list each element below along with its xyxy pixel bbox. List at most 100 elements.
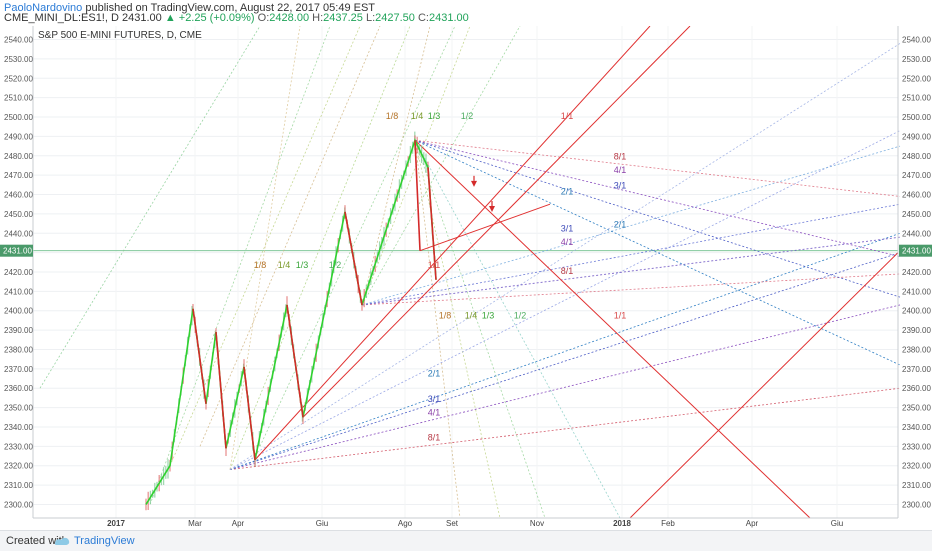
faint-fan-line bbox=[414, 140, 546, 519]
left-tick-label: 2530.00 bbox=[4, 55, 33, 64]
open-label: O: bbox=[257, 12, 270, 24]
last-price-label-left: 2431.00 bbox=[3, 247, 32, 256]
x-tick-label: Feb bbox=[661, 519, 675, 528]
fan-line bbox=[414, 139, 901, 366]
tradingview-brand-link[interactable]: TradingView bbox=[74, 535, 135, 547]
left-tick-label: 2420.00 bbox=[4, 268, 33, 277]
fan-labels: 1/8 1/4 1/3 1/2 1/1 8/1 4/1 3/1 2/1 2/1 3/1 4/1 8/1 1… bbox=[254, 111, 627, 443]
zigzag-red-segment bbox=[192, 308, 207, 404]
left-tick-label: 2510.00 bbox=[4, 94, 33, 103]
right-tick-label: 2490.00 bbox=[902, 132, 931, 141]
faint-fan-line bbox=[414, 140, 501, 519]
open-value: 2428.00 bbox=[269, 12, 310, 24]
fan-ratio-label: 2/1 bbox=[614, 219, 627, 229]
tradingview-logo-icon bbox=[55, 537, 70, 545]
symbol-label: CME_MINI_DL:ES1!, D bbox=[4, 12, 119, 24]
zigzag-red-segment bbox=[215, 331, 227, 449]
created-with-text: Created with bbox=[6, 535, 68, 547]
fan-line bbox=[361, 145, 901, 306]
red-fan-line bbox=[419, 203, 551, 252]
grid-lines bbox=[33, 26, 898, 518]
zigzag-red-segment bbox=[344, 211, 363, 306]
zigzag-red-segment bbox=[243, 366, 256, 460]
fan-line bbox=[361, 273, 901, 306]
fan-line bbox=[414, 139, 901, 298]
red-fan-line bbox=[254, 26, 651, 461]
fan-ratio-label: 1/2 bbox=[514, 310, 527, 320]
zigzag-lines bbox=[145, 138, 437, 505]
right-tick-label: 2450.00 bbox=[902, 210, 931, 219]
x-tick-label: 2017 bbox=[107, 519, 125, 528]
left-tick-label: 2390.00 bbox=[4, 326, 33, 335]
faint-fan-line bbox=[229, 26, 301, 470]
fan-ratio-label: 4/1 bbox=[428, 407, 441, 417]
fan-ratio-label: 4/1 bbox=[614, 165, 627, 175]
right-tick-label: 2380.00 bbox=[902, 345, 931, 354]
fan-ratio-label: 2/1 bbox=[561, 187, 574, 197]
left-tick-label: 2410.00 bbox=[4, 287, 33, 296]
right-tick-label: 2440.00 bbox=[902, 229, 931, 238]
fan-ratio-label: 1/1 bbox=[561, 111, 574, 121]
zigzag-red-segment bbox=[414, 140, 421, 251]
fan-ratio-label: 1/1 bbox=[614, 310, 627, 320]
high-label: H: bbox=[312, 12, 324, 24]
fan-line bbox=[229, 252, 901, 470]
fan-ratio-label: 1/3 bbox=[482, 310, 495, 320]
last-price-label-right: 2431.00 bbox=[902, 247, 931, 256]
price-chart[interactable]: 1/8 1/4 1/3 1/2 1/1 8/1 4/1 3/1 2/1 2/1 3/1 4/1 8/1 1… bbox=[0, 26, 932, 530]
fan-line bbox=[229, 387, 901, 470]
left-tick-label: 2480.00 bbox=[4, 152, 33, 161]
author-link[interactable]: PaoloNardovino bbox=[4, 2, 83, 14]
up-arrow-icon: ▲ bbox=[164, 12, 176, 24]
fan-ratio-label: 1/4 bbox=[278, 260, 291, 270]
fan-ratio-label: 1/3 bbox=[428, 111, 441, 121]
faint-fan-line bbox=[259, 26, 456, 447]
fan-ratio-label: 8/1 bbox=[614, 152, 627, 162]
fan-ratio-label: 1/1 bbox=[428, 260, 441, 270]
right-tick-label: 2470.00 bbox=[902, 171, 931, 180]
red-fan-line bbox=[629, 252, 899, 519]
left-tick-label: 2330.00 bbox=[4, 442, 33, 451]
fan-line bbox=[414, 139, 901, 197]
right-tick-label: 2500.00 bbox=[902, 113, 931, 122]
ohlc-line: CME_MINI_DL:ES1!, D 2431.00 ▲ +2.25 (+0.… bbox=[4, 12, 469, 25]
right-tick-label: 2530.00 bbox=[902, 55, 931, 64]
chart-title: S&P 500 E-MINI FUTURES, D, CME bbox=[38, 30, 202, 41]
fan-ratio-label: 3/1 bbox=[428, 394, 441, 404]
fan-ratio-label: 8/1 bbox=[428, 433, 441, 443]
left-tick-label: 2380.00 bbox=[4, 345, 33, 354]
left-tick-label: 2460.00 bbox=[4, 191, 33, 200]
fan-ratio-label: 1/2 bbox=[329, 260, 342, 270]
right-tick-label: 2510.00 bbox=[902, 94, 931, 103]
faint-fan-line bbox=[414, 140, 461, 519]
close-label: C: bbox=[417, 12, 429, 24]
red-fan-line bbox=[414, 139, 811, 519]
x-tick-label: Ago bbox=[398, 519, 413, 528]
right-tick-label: 2480.00 bbox=[902, 152, 931, 161]
fan-ratio-label: 2/1 bbox=[428, 369, 441, 379]
right-tick-label: 2410.00 bbox=[902, 287, 931, 296]
x-tick-label: 2018 bbox=[613, 519, 631, 528]
last-price-tag-left bbox=[0, 244, 33, 257]
right-tick-label: 2330.00 bbox=[902, 442, 931, 451]
right-tick-label: 2360.00 bbox=[902, 384, 931, 393]
high-value: 2437.25 bbox=[323, 12, 363, 24]
published-text: published on TradingView.com, August 22,… bbox=[85, 2, 376, 14]
faint-fan-line bbox=[199, 26, 381, 447]
fan-line bbox=[361, 203, 901, 306]
fan-ratio-label: 1/8 bbox=[254, 260, 267, 270]
right-tick-label: 2390.00 bbox=[902, 326, 931, 335]
right-tick-label: 2540.00 bbox=[902, 36, 931, 45]
left-tick-label: 2490.00 bbox=[4, 132, 33, 141]
right-tick-label: 2460.00 bbox=[902, 191, 931, 200]
down-arrow-icon bbox=[489, 206, 495, 213]
left-tick-label: 2320.00 bbox=[4, 462, 33, 471]
chart-header: PaoloNardovino published on TradingView.… bbox=[0, 0, 932, 26]
right-tick-label: 2370.00 bbox=[902, 365, 931, 374]
left-tick-label: 2400.00 bbox=[4, 307, 33, 316]
last-price-tag-right bbox=[899, 244, 932, 257]
left-tick-label: 2450.00 bbox=[4, 210, 33, 219]
fan-ratio-label: 1/8 bbox=[386, 111, 399, 121]
x-tick-label: Nov bbox=[530, 519, 544, 528]
fan-ratio-label: 1/2 bbox=[461, 111, 474, 121]
